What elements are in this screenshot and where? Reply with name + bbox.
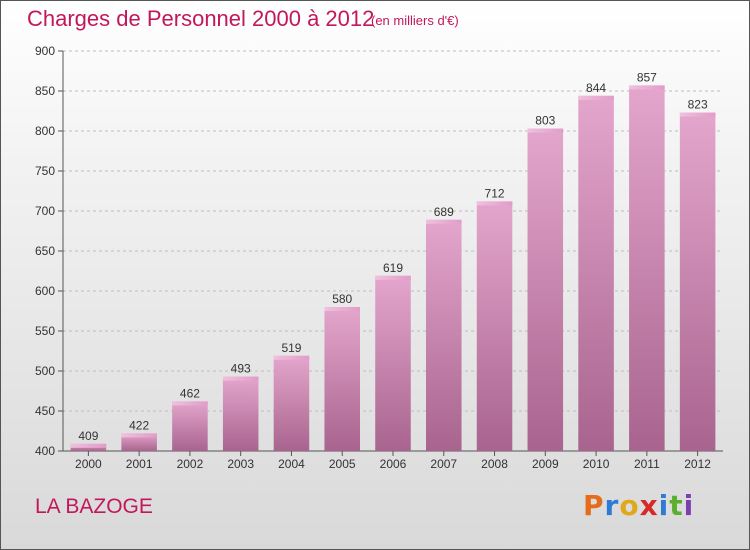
y-tick-label: 450 — [35, 404, 55, 418]
bar-cap-2002 — [172, 401, 208, 406]
y-tick-label: 400 — [35, 444, 55, 458]
bar-cap-2008 — [476, 201, 513, 206]
bar-cap-2009 — [527, 128, 564, 133]
bar-2010 — [578, 95, 614, 452]
x-tick-label: 2003 — [227, 457, 254, 471]
x-tick-label: 2005 — [329, 457, 356, 471]
bar-2002 — [172, 401, 208, 451]
bar-value-label: 462 — [180, 386, 200, 400]
bar-cap-2011 — [629, 85, 665, 90]
bar-2008 — [476, 201, 513, 451]
logo-letter: P — [583, 489, 605, 522]
bar-2006 — [375, 275, 411, 451]
bar-2007 — [426, 219, 462, 451]
logo-letter: o — [619, 489, 640, 522]
logo-letter: r — [604, 489, 620, 522]
bar-value-label: 619 — [383, 261, 403, 275]
y-tick-label: 650 — [35, 244, 55, 258]
bar-cap-2010 — [578, 95, 614, 100]
bar-2005 — [324, 307, 360, 451]
x-tick-label: 2002 — [177, 457, 204, 471]
bar-value-label: 422 — [129, 418, 149, 432]
logo-letter: i — [683, 489, 695, 522]
chart-title: Charges de Personnel 2000 à 2012 — [27, 6, 375, 31]
y-tick-label: 500 — [35, 364, 55, 378]
x-tick-label: 2010 — [583, 457, 610, 471]
bar-2003 — [222, 376, 259, 451]
x-tick-label: 2007 — [430, 457, 457, 471]
y-tick-label: 900 — [35, 44, 55, 58]
x-tick-label: 2012 — [684, 457, 711, 471]
bar-2009 — [527, 128, 564, 451]
proxiti-logo[interactable]: Proxiti — [583, 489, 694, 522]
x-tick-label: 2009 — [532, 457, 559, 471]
labels: 400 450 500 550 600 650 700 750 800 850 900 2000 409… — [35, 44, 711, 471]
x-tick-label: 2004 — [278, 457, 305, 471]
y-tick-label: 700 — [35, 204, 55, 218]
bar-cap-2004 — [273, 355, 310, 360]
logo-letter: i — [658, 489, 670, 522]
x-tick-label: 2008 — [481, 457, 508, 471]
x-tick-label: 2001 — [126, 457, 153, 471]
place-name: LA BAZOGE — [35, 495, 153, 518]
bars — [70, 85, 716, 452]
bar-2004 — [273, 355, 310, 451]
bar-cap-2003 — [222, 376, 259, 381]
bar-cap-2005 — [324, 307, 360, 311]
bar-cap-2012 — [679, 112, 716, 117]
y-tick-label: 800 — [35, 124, 55, 138]
bar-2001 — [121, 433, 157, 451]
y-tick-label: 750 — [35, 164, 55, 178]
bar-value-label: 409 — [78, 429, 98, 443]
bar-value-label: 689 — [434, 205, 454, 219]
bar-value-label: 493 — [231, 362, 251, 376]
bar-2012 — [679, 112, 716, 451]
y-tick-label: 550 — [35, 324, 55, 338]
bar-cap-2007 — [426, 219, 462, 224]
bar-value-label: 857 — [637, 70, 657, 84]
bar-cap-2000 — [70, 443, 107, 448]
logo-letter: x — [639, 489, 659, 522]
y-tick-label: 600 — [35, 284, 55, 298]
bar-value-label: 823 — [688, 98, 708, 112]
bar-value-label: 844 — [586, 81, 606, 95]
bar-value-label: 519 — [281, 341, 301, 355]
x-tick-label: 2006 — [380, 457, 407, 471]
y-tick-label: 850 — [35, 84, 55, 98]
x-tick-label: 2011 — [634, 457, 660, 471]
x-tick-label: 2000 — [75, 457, 102, 471]
bar-cap-2001 — [121, 433, 157, 438]
logo-letter: t — [669, 489, 684, 522]
chart-subtitle: (en milliers d'€) — [371, 13, 459, 28]
bar-value-label: 580 — [332, 292, 352, 306]
bar-cap-2006 — [375, 275, 411, 280]
bar-value-label: 803 — [535, 114, 555, 128]
bar-value-label: 712 — [485, 186, 505, 200]
bar-2011 — [629, 85, 665, 452]
